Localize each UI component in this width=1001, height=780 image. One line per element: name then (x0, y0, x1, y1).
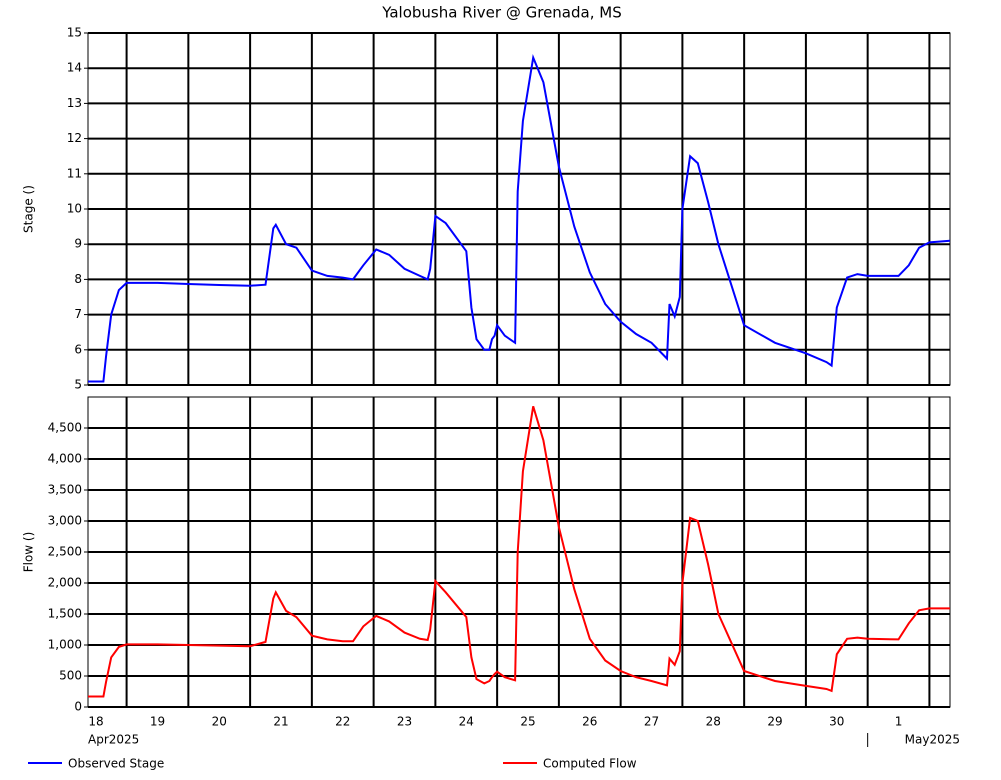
y-tick-label: 0 (74, 700, 82, 714)
x-tick-label: 18 (88, 715, 103, 729)
y-tick-label: 1,500 (48, 607, 82, 621)
y-tick-label: 5 (74, 378, 82, 392)
y-tick-label: 2,500 (48, 545, 82, 559)
y-tick-label: 3,000 (48, 514, 82, 528)
y-tick-label: 15 (67, 26, 82, 40)
y-tick-label: 7 (74, 307, 82, 321)
y-tick-label: 1,000 (48, 638, 82, 652)
y-axis-label: Flow () (22, 532, 36, 573)
legend-label: Computed Flow (543, 757, 637, 771)
plot-frame (87, 396, 951, 708)
x-tick-label: 1 (895, 715, 903, 729)
y-tick-label: 500 (59, 669, 82, 683)
y-tick-label: 10 (67, 202, 82, 216)
y-tick-label: 14 (67, 61, 82, 75)
legend-label: Observed Stage (68, 757, 164, 771)
y-tick-label: 6 (74, 342, 82, 356)
month-label: May2025 (905, 733, 960, 747)
y-tick-label: 9 (74, 237, 82, 251)
y-axis-label: Stage () (22, 185, 36, 233)
x-tick-label: 19 (150, 715, 165, 729)
y-tick-label: 8 (74, 272, 82, 286)
plot-frame (87, 32, 951, 386)
x-tick-label: 28 (706, 715, 721, 729)
y-tick-label: 12 (67, 131, 82, 145)
series-line (88, 53, 951, 383)
y-tick-label: 2,000 (48, 576, 82, 590)
x-tick-label: 27 (644, 715, 659, 729)
y-tick-label: 4,000 (48, 452, 82, 466)
x-tick-label: 29 (767, 715, 782, 729)
x-tick-label: 23 (397, 715, 412, 729)
x-tick-label: 25 (520, 715, 535, 729)
x-tick-label: 26 (582, 715, 597, 729)
x-tick-label: 22 (335, 715, 350, 729)
x-tick-label: 30 (829, 715, 844, 729)
x-tick-label: 20 (212, 715, 227, 729)
y-tick-label: 3,500 (48, 483, 82, 497)
chart-title: Yalobusha River @ Grenada, MS (381, 4, 621, 22)
series-line (88, 406, 950, 698)
x-tick-label: 21 (273, 715, 288, 729)
y-tick-label: 13 (67, 96, 82, 110)
y-tick-label: 11 (67, 166, 82, 180)
y-tick-label: 4,500 (48, 421, 82, 435)
month-label: Apr2025 (88, 733, 139, 747)
x-tick-label: 24 (459, 715, 474, 729)
